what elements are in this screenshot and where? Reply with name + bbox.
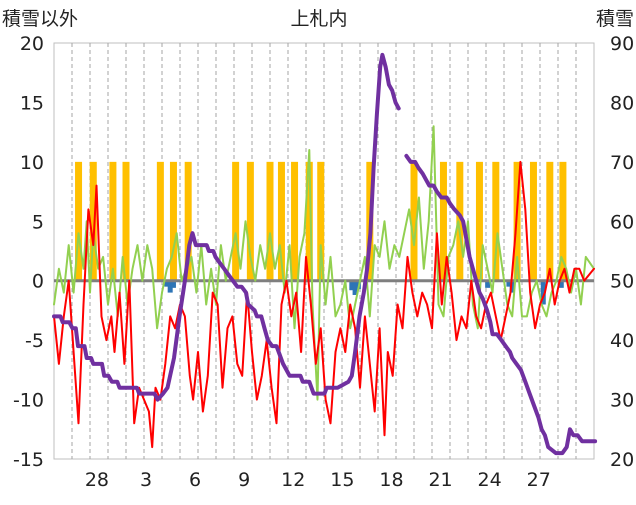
precip-bar <box>156 161 164 281</box>
sunshine-bar <box>170 280 176 288</box>
precip-bar <box>559 161 567 281</box>
x-tick-label: 24 <box>478 469 502 491</box>
y-left-tick-label: -5 <box>25 330 44 352</box>
x-tick-label: 28 <box>85 469 109 491</box>
sunshine-bar <box>558 280 564 288</box>
precip-bar <box>492 161 500 281</box>
precip-bar <box>246 161 254 281</box>
x-tick-label: 18 <box>379 469 403 491</box>
precip-bar <box>529 161 537 281</box>
precip-bar <box>122 161 130 281</box>
chart-title: 上札内 <box>290 8 347 30</box>
precip-bar <box>410 161 418 281</box>
x-tick-label: 9 <box>238 469 250 491</box>
series-line-green <box>53 125 595 401</box>
precip-bar <box>184 161 192 281</box>
precip-layer <box>75 161 567 281</box>
y-left-tick-label: 5 <box>32 211 44 233</box>
y-right-tick-label: 40 <box>610 330 634 352</box>
y-right-tick-label: 60 <box>610 211 634 233</box>
precip-bar <box>277 161 285 281</box>
y-left-tick-label: 10 <box>20 152 44 174</box>
x-tick-label: 12 <box>281 469 305 491</box>
precip-bar <box>109 161 117 281</box>
x-tick-label: 27 <box>527 469 551 491</box>
precip-bar <box>439 161 447 281</box>
y-left-tick-label: 20 <box>20 33 44 55</box>
precip-bar <box>89 161 97 281</box>
y-right-tick-label: 80 <box>610 92 634 114</box>
x-tick-labels: 28 3 6 9 12 15 18 21 24 27 <box>85 469 551 491</box>
series-line-snow-depth <box>404 153 598 456</box>
y-right-tick-label: 30 <box>610 390 634 412</box>
y-left-tick-label: 0 <box>32 271 44 293</box>
y-left-tick-label: 15 <box>20 92 44 114</box>
precip-bar <box>291 161 299 281</box>
y-right-tick-labels: 90 80 70 60 50 40 30 20 <box>610 33 634 471</box>
y-left-tick-label: -15 <box>13 449 44 471</box>
y-right-tick-label: 50 <box>610 271 634 293</box>
precip-bar <box>232 161 240 281</box>
x-tick-label: 15 <box>330 469 354 491</box>
sunshine-bar <box>349 280 355 291</box>
y-left-tick-label: -10 <box>13 390 44 412</box>
precip-bar <box>317 161 325 281</box>
right-axis-label: 積雪 <box>596 8 634 30</box>
y-left-tick-labels: 20 15 10 5 0 -5 -10 -15 <box>13 33 44 471</box>
y-right-tick-label: 90 <box>610 33 634 55</box>
precip-bar <box>75 161 83 281</box>
sunshine-bar <box>352 280 358 295</box>
sunshine-bar <box>167 280 173 293</box>
precip-bar <box>305 161 313 281</box>
precip-bar <box>546 161 554 281</box>
x-tick-label: 6 <box>189 469 201 491</box>
left-axis-label: 積雪以外 <box>2 8 78 30</box>
series-layer <box>52 52 598 456</box>
precip-bar <box>456 161 464 281</box>
y-right-tick-label: 70 <box>610 152 634 174</box>
x-tick-label: 21 <box>428 469 452 491</box>
x-tick-label: 3 <box>140 469 152 491</box>
precip-bar <box>266 161 274 281</box>
y-right-tick-label: 20 <box>610 449 634 471</box>
sunshine-bar <box>485 280 491 288</box>
sunshine-bar <box>540 280 546 305</box>
series-line-snow-depth <box>52 52 401 402</box>
sunshine-bar <box>509 280 515 293</box>
sunshine-bar <box>506 280 512 287</box>
precip-bar <box>475 161 483 281</box>
sunshine-bar <box>164 280 170 287</box>
precip-bar <box>169 161 177 281</box>
